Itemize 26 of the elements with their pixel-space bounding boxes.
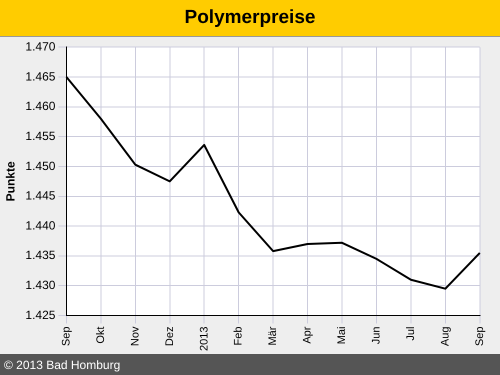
x-tick-label: Okt (94, 326, 107, 344)
y-axis-title: Punkte (4, 161, 18, 202)
x-tick-label: Apr (302, 326, 314, 344)
x-tick-label: Jul (404, 326, 417, 341)
x-tick-label: Sep (474, 326, 486, 346)
x-tick-label: Mär (267, 326, 280, 346)
x-tick-label: Nov (129, 326, 142, 346)
chart-title: Polymerpreise (0, 0, 500, 37)
y-tick-label: 1.440 (25, 218, 56, 232)
y-tick-label: 1.430 (25, 278, 56, 292)
x-tick-label: Jun (370, 326, 382, 344)
x-tick-label: Aug (439, 326, 452, 346)
y-tick-label: 1.455 (25, 128, 56, 143)
y-tick-label: 1.460 (25, 99, 56, 114)
x-tick-label: Feb (232, 326, 245, 346)
y-tick-label: 1.435 (25, 248, 56, 262)
y-tick-label: 1.425 (25, 308, 56, 322)
x-tick-label: Dez (164, 326, 176, 346)
x-tick-label: 2013 (198, 326, 210, 352)
y-tick-label: 1.470 (25, 40, 56, 54)
y-tick-label: 1.445 (25, 188, 56, 203)
y-tick-label: 1.465 (25, 69, 56, 84)
x-tick-label: Sep (60, 326, 72, 346)
y-tick-label: 1.450 (25, 158, 56, 173)
x-tick-label: Mai (336, 326, 348, 344)
text: © 2013 Bad Homburg (4, 358, 120, 372)
